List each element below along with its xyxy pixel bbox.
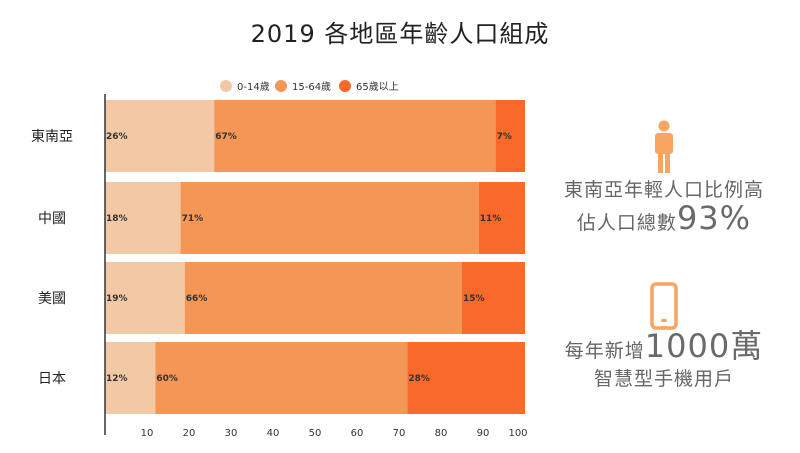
bar-segment [462, 262, 525, 334]
legend-item-2: 65歲以上 [339, 80, 399, 93]
bar-value-label: 26% [106, 132, 128, 142]
bar-segment [180, 182, 479, 254]
bar-segment [105, 182, 181, 254]
x-tick-label: 20 [183, 428, 196, 439]
x-tick-label: 60 [351, 428, 364, 439]
smartphone-icon [650, 282, 678, 330]
legend: 0-14歲 15-64歲 65歲以上 [220, 80, 399, 93]
smartphone-line1: 每年新增1000萬 [548, 330, 780, 365]
legend-label: 65歲以上 [356, 80, 399, 93]
bar-segment [214, 100, 496, 172]
category-label: 日本 [38, 371, 66, 387]
bar-segment [105, 100, 215, 172]
smartphone-prefix: 每年新增 [564, 340, 645, 362]
smartphone-line2: 智慧型手機用戶 [593, 368, 734, 390]
youth-ratio-prefix: 佔人口總數 [576, 212, 677, 234]
bar-value-label: 28% [408, 374, 430, 384]
x-tick-label: 80 [435, 428, 448, 439]
bar-segment [184, 262, 463, 334]
person-icon [655, 120, 673, 173]
x-tick-label: 90 [477, 428, 490, 439]
legend-label: 15-64歲 [292, 80, 331, 93]
bar-segment [495, 100, 525, 172]
bar-value-label: 67% [215, 132, 237, 142]
smartphone-panel: 每年新增1000萬 智慧型手機用戶 [548, 282, 780, 393]
category-label: 中國 [38, 211, 66, 227]
bar-segment [105, 262, 185, 334]
x-tick-label: 100 [508, 428, 527, 439]
bar-value-label: 11% [480, 214, 502, 224]
bar-value-label: 18% [106, 214, 128, 224]
legend-swatch [220, 80, 232, 92]
chart-title: 2019 各地區年齡人口組成 [250, 20, 550, 48]
legend-item-1: 15-64歲 [275, 80, 331, 93]
bar-value-label: 12% [106, 374, 128, 384]
youth-ratio-line2: 佔人口總數93% [548, 202, 780, 237]
category-label: 東南亞 [31, 129, 73, 145]
bar-segment [155, 342, 408, 414]
bars: 26% 67% 7% 18% 71% 11% 19% 66% 15% 12% 60% 28% [105, 100, 525, 414]
bar-segment [478, 182, 525, 254]
legend-swatch [275, 80, 287, 92]
smartphone-number: 1000萬 [644, 327, 764, 365]
bar-value-label: 71% [182, 214, 204, 224]
bar-value-label: 19% [106, 294, 128, 304]
x-tick-label: 50 [309, 428, 322, 439]
bar-value-label: 15% [463, 294, 485, 304]
x-tick-label: 70 [393, 428, 406, 439]
youth-ratio-panel: 東南亞年輕人口比例高 佔人口總數93% [548, 120, 780, 237]
legend-label: 0-14歲 [237, 80, 270, 93]
youth-ratio-number: 93% [676, 199, 752, 237]
x-tick-label: 40 [267, 428, 280, 439]
youth-ratio-line1: 東南亞年輕人口比例高 [563, 179, 764, 201]
stacked-bar-chart: 0-14歲 15-64歲 65歲以上 26% 67% 7% 18% 71% 11% 19% 66%… [31, 80, 528, 439]
bar-segment [105, 342, 156, 414]
bar-segment [407, 342, 525, 414]
x-tick-label: 10 [141, 428, 154, 439]
bar-value-label: 7% [497, 132, 512, 142]
x-axis-ticks: 10 20 30 40 50 60 70 80 90 100 [141, 428, 528, 439]
bar-value-label: 60% [156, 374, 178, 384]
legend-swatch [339, 80, 351, 92]
category-label: 美國 [38, 291, 66, 307]
legend-item-0: 0-14歲 [220, 80, 270, 93]
bar-value-label: 66% [186, 294, 208, 304]
x-tick-label: 30 [225, 428, 238, 439]
